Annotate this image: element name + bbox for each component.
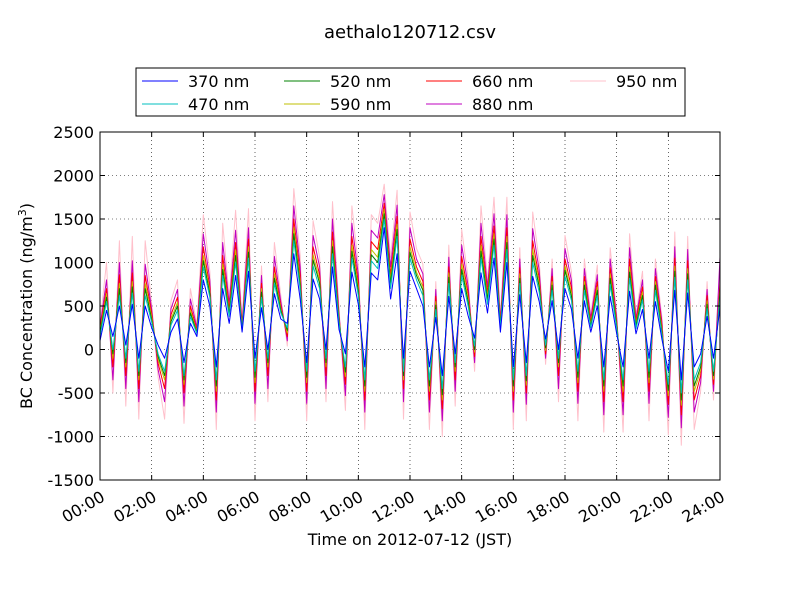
- y-tick-label: -1000: [48, 428, 95, 447]
- legend-label: 370 nm: [188, 72, 249, 91]
- x-axis-label: Time on 2012-07-12 (JST): [307, 530, 512, 549]
- series-lines: [99, 183, 721, 446]
- legend-label: 950 nm: [616, 72, 677, 91]
- y-axis-label-prefix: BC Concentration (ng/m: [17, 216, 36, 409]
- y-tick-labels: -1500 -1000 -500 0 500 1000 1500 2000 2500: [48, 123, 95, 490]
- y-axis-label-suffix: ): [17, 203, 36, 209]
- gridlines: [100, 132, 720, 480]
- y-tick-label: 1000: [53, 254, 94, 273]
- legend-box: [135, 67, 686, 117]
- y-tick-label: -500: [58, 384, 94, 403]
- y-axis-label-exponent: 3: [16, 209, 29, 216]
- y-tick-label: 2500: [53, 123, 94, 142]
- legend-label: 590 nm: [330, 95, 391, 114]
- series-line-370-nm: [99, 227, 721, 381]
- series-line-470-nm: [99, 218, 721, 394]
- y-tick-label: -1500: [48, 471, 95, 490]
- chart-title: aethalo120712.csv: [324, 22, 496, 43]
- legend: 370 nm 470 nm 520 nm 590 nm 660 nm 880 nm 950 …: [142, 72, 677, 114]
- tick-marks: [99, 131, 721, 481]
- y-tick-label: 1500: [53, 210, 94, 229]
- y-tick-label: 500: [63, 297, 94, 316]
- legend-label: 470 nm: [188, 95, 249, 114]
- legend-label: 660 nm: [472, 72, 533, 91]
- y-axis-label: BC Concentration (ng/m3): [16, 203, 36, 409]
- legend-label: 880 nm: [472, 95, 533, 114]
- y-tick-label: 2000: [53, 167, 94, 186]
- y-tick-label: 0: [84, 341, 94, 360]
- legend-label: 520 nm: [330, 72, 391, 91]
